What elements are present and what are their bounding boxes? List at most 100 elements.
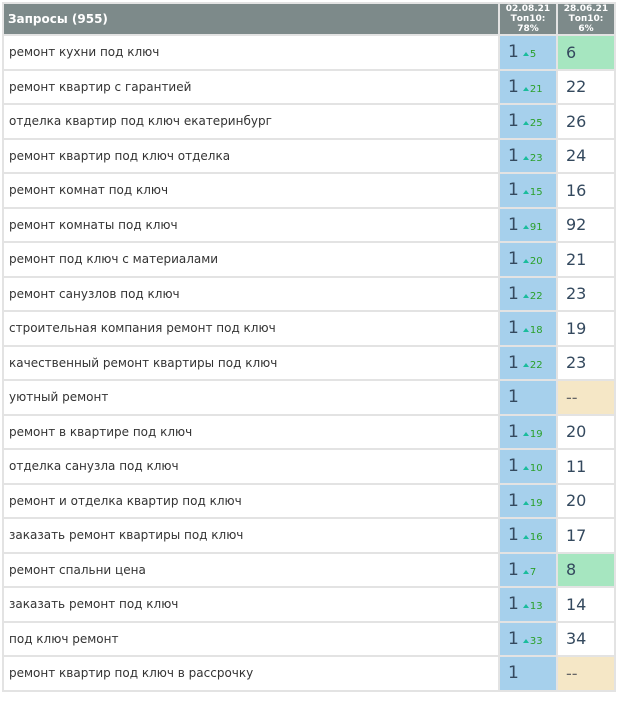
current-position: 1 15 <box>498 172 558 209</box>
delta-value: 10 <box>529 463 543 475</box>
previous-position: 23 <box>556 275 616 312</box>
date-column-current[interactable]: 02.08.21 Топ10: 78% <box>498 2 558 36</box>
delta-value: 19 <box>529 497 543 509</box>
arrow-up-icon <box>522 638 529 643</box>
position-value: 1 <box>508 352 519 373</box>
keyword[interactable]: ремонт кухни под ключ <box>2 34 500 71</box>
current-position: 1 91 <box>498 206 558 243</box>
table-row: ремонт санузлов под ключ 1 22 23 <box>2 275 616 312</box>
current-position: 1 25 <box>498 103 558 140</box>
delta-value: 15 <box>529 187 543 199</box>
position-change: 21 <box>522 84 543 95</box>
delta-value: 33 <box>529 635 543 647</box>
table-row: под ключ ремонт 1 33 34 <box>2 620 616 657</box>
keyword[interactable]: отделка квартир под ключ екатеринбург <box>2 103 500 140</box>
table-row: ремонт под ключ с материалами 1 20 21 <box>2 241 616 278</box>
delta-value: 18 <box>529 325 543 337</box>
table-row: ремонт квартир с гарантией 1 21 22 <box>2 68 616 105</box>
position-value: 1 <box>508 456 519 477</box>
position-change: 22 <box>522 359 543 371</box>
current-position: 1 19 <box>498 482 558 519</box>
top10: Топ10: 6% <box>568 14 604 34</box>
keyword[interactable]: ремонт квартир под ключ в рассрочку <box>2 655 500 692</box>
table-row: ремонт в квартире под ключ 1 19 20 <box>2 413 616 450</box>
arrow-up-icon <box>522 604 529 609</box>
current-position: 1 18 <box>498 310 558 347</box>
table-row: ремонт квартир под ключ в рассрочку 1 -- <box>2 655 616 692</box>
current-position: 1 33 <box>498 620 558 657</box>
previous-position: 20 <box>556 413 616 450</box>
previous-position: 92 <box>556 206 616 243</box>
position-value: 1 <box>508 559 519 580</box>
queries-table: Запросы (955) 02.08.21 Топ10: 78% 28.06.2… <box>2 2 616 692</box>
table-row: ремонт комнат под ключ 1 15 16 <box>2 172 616 209</box>
current-position: 1 13 <box>498 586 558 623</box>
arrow-up-icon <box>522 328 529 333</box>
previous-position: 22 <box>556 68 616 105</box>
keyword[interactable]: отделка санузла под ключ <box>2 448 500 485</box>
position-change: 15 <box>522 187 543 199</box>
previous-position: 11 <box>556 448 616 485</box>
delta-value: 91 <box>529 221 543 233</box>
keyword[interactable]: ремонт под ключ с материалами <box>2 241 500 278</box>
previous-position: 6 <box>556 34 616 71</box>
keyword[interactable]: ремонт спальни цена <box>2 551 500 588</box>
arrow-up-icon <box>522 121 529 126</box>
position-value: 1 <box>508 421 519 442</box>
position-value: 1 <box>508 318 519 339</box>
keyword[interactable]: строительная компания ремонт под ключ <box>2 310 500 347</box>
position-change: 10 <box>522 463 543 475</box>
position-value: 1 <box>508 594 519 615</box>
keyword[interactable]: уютный ремонт <box>2 379 500 416</box>
position-change: 16 <box>522 532 543 543</box>
keyword[interactable]: ремонт комнат под ключ <box>2 172 500 209</box>
current-position: 1 23 <box>498 137 558 174</box>
current-position: 1 21 <box>498 68 558 105</box>
arrow-up-icon <box>522 190 529 195</box>
position-value: 1 <box>508 180 519 201</box>
queries-header[interactable]: Запросы (955) <box>2 2 500 36</box>
keyword[interactable]: качественный ремонт квартиры под ключ <box>2 344 500 381</box>
table-row: заказать ремонт под ключ 1 13 14 <box>2 586 616 623</box>
previous-position: -- <box>556 379 616 416</box>
position-change: 33 <box>522 635 543 647</box>
keyword[interactable]: заказать ремонт квартиры под ключ <box>2 517 500 554</box>
arrow-up-icon <box>522 155 529 160</box>
previous-position: -- <box>556 655 616 692</box>
arrow-up-icon <box>522 52 529 57</box>
position-value: 1 <box>508 214 519 235</box>
position-change: 19 <box>522 428 543 440</box>
current-position: 1 <box>498 655 558 692</box>
delta-value: 22 <box>529 359 543 371</box>
delta-value: 5 <box>529 49 537 61</box>
date-column-previous[interactable]: 28.06.21 Топ10: 6% <box>556 2 616 36</box>
previous-position: 20 <box>556 482 616 519</box>
position-value: 1 <box>508 249 519 270</box>
keyword[interactable]: ремонт квартир с гарантией <box>2 68 500 105</box>
current-position: 1 16 <box>498 517 558 554</box>
previous-position: 14 <box>556 586 616 623</box>
previous-position: 24 <box>556 137 616 174</box>
keyword[interactable]: ремонт санузлов под ключ <box>2 275 500 312</box>
keyword[interactable]: заказать ремонт под ключ <box>2 586 500 623</box>
position-change: 22 <box>522 291 543 302</box>
position-change: 18 <box>522 325 543 337</box>
table-row: ремонт квартир под ключ отделка 1 23 24 <box>2 137 616 174</box>
keyword[interactable]: ремонт и отделка квартир под ключ <box>2 482 500 519</box>
position-change: 25 <box>522 118 543 129</box>
position-value: 1 <box>508 490 519 511</box>
position-value: 1 <box>508 111 519 132</box>
keyword[interactable]: ремонт комнаты под ключ <box>2 206 500 243</box>
keyword[interactable]: ремонт в квартире под ключ <box>2 413 500 450</box>
position-value: 1 <box>508 628 519 649</box>
current-position: 1 22 <box>498 275 558 312</box>
delta-value: 19 <box>529 428 543 440</box>
keyword[interactable]: ремонт квартир под ключ отделка <box>2 137 500 174</box>
keyword[interactable]: под ключ ремонт <box>2 620 500 657</box>
position-change: 91 <box>522 221 543 233</box>
